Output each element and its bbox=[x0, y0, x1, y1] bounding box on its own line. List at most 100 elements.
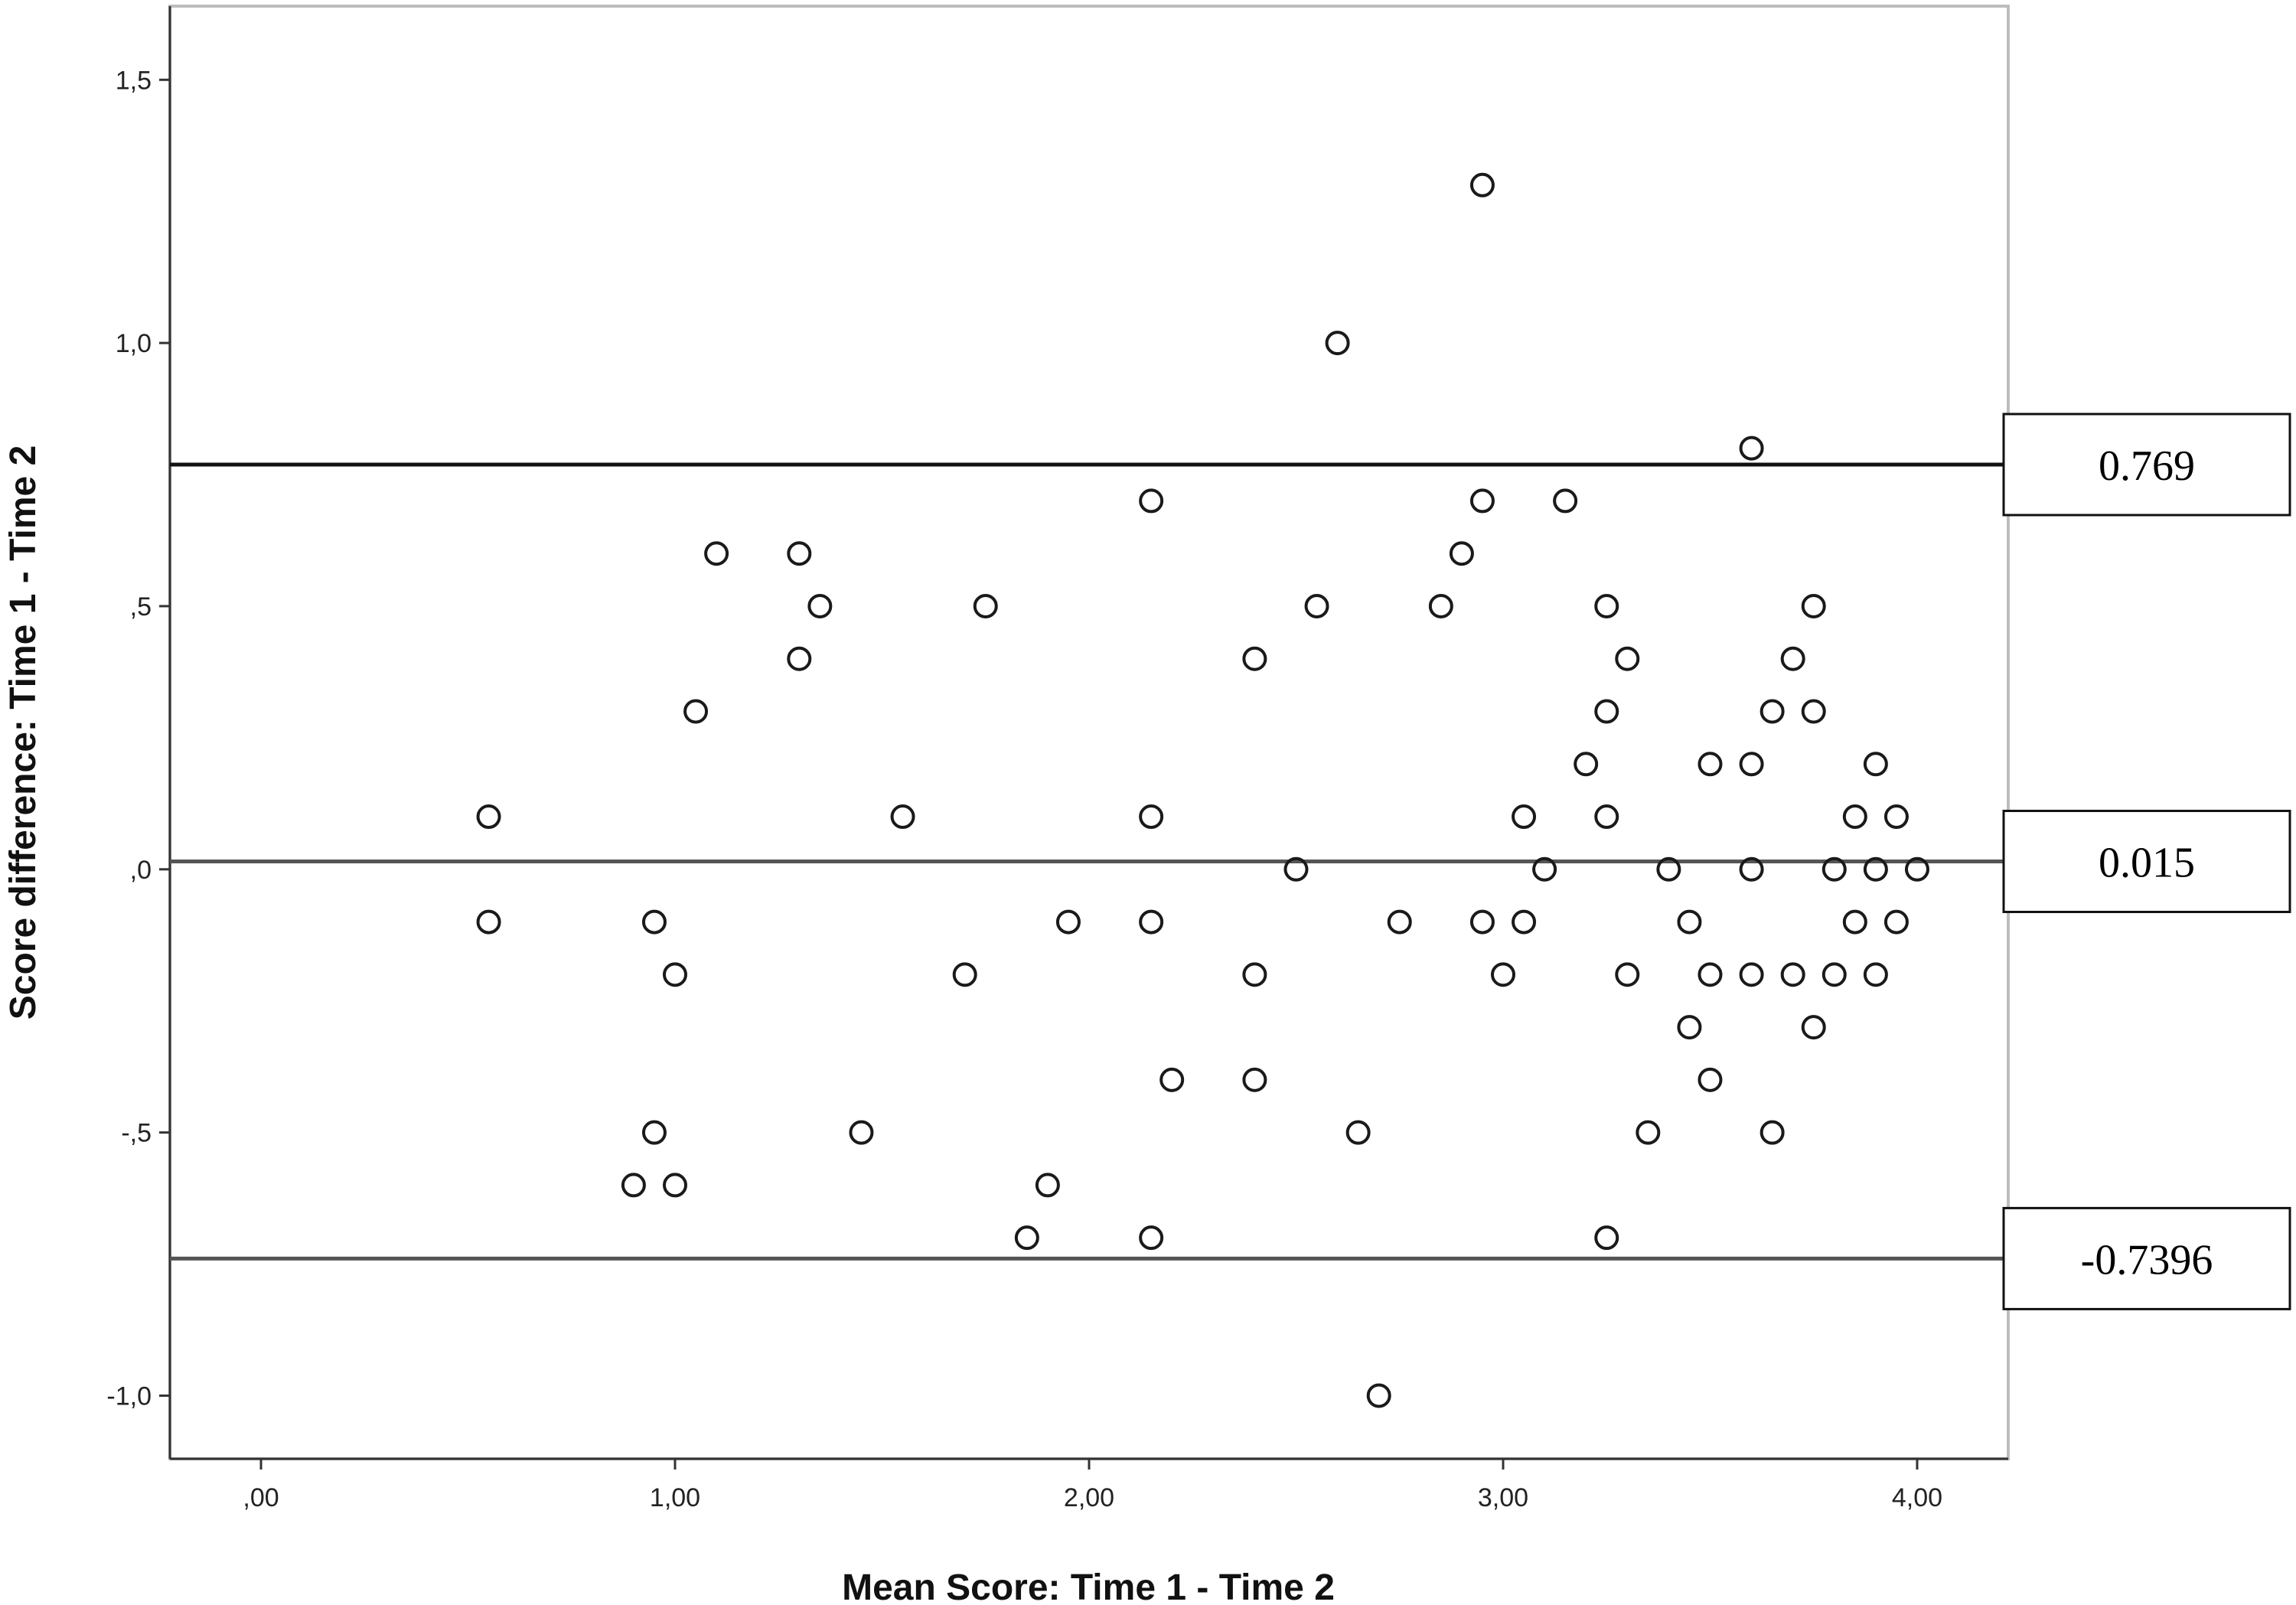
scatter-point bbox=[1615, 962, 1640, 987]
scatter-point bbox=[1242, 962, 1267, 987]
scatter-point bbox=[1242, 1067, 1267, 1092]
scatter-point bbox=[787, 541, 812, 566]
scatter-point bbox=[1904, 856, 1929, 882]
scatter-point bbox=[1780, 646, 1805, 671]
scatter-point bbox=[1863, 856, 1888, 882]
scatter-point bbox=[787, 646, 812, 671]
scatter-point bbox=[1594, 699, 1619, 724]
scatter-point bbox=[1760, 699, 1785, 724]
scatter-point bbox=[1739, 856, 1764, 882]
reference-label: 0.769 bbox=[2099, 442, 2195, 490]
scatter-point bbox=[1469, 488, 1495, 514]
scatter-point bbox=[1594, 804, 1619, 830]
scatter-point bbox=[1035, 1173, 1060, 1198]
scatter-point bbox=[1139, 1225, 1164, 1251]
scatter-point bbox=[1821, 856, 1847, 882]
scatter-point bbox=[476, 909, 501, 935]
reference-label: 0.015 bbox=[2099, 839, 2195, 886]
scatter-point bbox=[1283, 856, 1309, 882]
scatter-point bbox=[1801, 593, 1826, 618]
scatter-point bbox=[663, 1173, 688, 1198]
scatter-point bbox=[973, 593, 998, 618]
scatter-point bbox=[663, 962, 688, 987]
y-tick-label: 1,5 bbox=[116, 66, 152, 95]
scatter-point bbox=[1387, 909, 1412, 935]
scatter-point bbox=[1739, 436, 1764, 461]
scatter-point bbox=[641, 1120, 667, 1145]
scatter-point bbox=[1801, 699, 1826, 724]
scatter-point bbox=[476, 804, 501, 830]
scatter-point bbox=[1553, 488, 1578, 514]
scatter-point bbox=[1469, 909, 1495, 935]
scatter-point bbox=[641, 909, 667, 935]
scatter-point bbox=[1677, 909, 1702, 935]
scatter-point bbox=[1863, 962, 1888, 987]
scatter-point bbox=[1139, 804, 1164, 830]
x-tick-label: 3,00 bbox=[1478, 1483, 1528, 1512]
scatter-point bbox=[704, 541, 729, 566]
scatter-point bbox=[1574, 752, 1599, 777]
x-tick-label: 1,00 bbox=[650, 1483, 700, 1512]
scatter-point bbox=[1883, 804, 1909, 830]
reference-label-box bbox=[2002, 1206, 2291, 1310]
scatter-point bbox=[1055, 909, 1081, 935]
scatter-point bbox=[1490, 962, 1515, 987]
scatter-point bbox=[807, 593, 833, 618]
scatter-point bbox=[952, 962, 977, 987]
reference-label-box bbox=[2002, 809, 2291, 913]
scatter-point bbox=[621, 1173, 646, 1198]
y-tick-label: 1,0 bbox=[116, 329, 152, 358]
scatter-point bbox=[1304, 593, 1329, 618]
scatter-point bbox=[1842, 804, 1867, 830]
scatter-point bbox=[1159, 1067, 1185, 1092]
scatter-point bbox=[1594, 1225, 1619, 1251]
scatter-point bbox=[1698, 752, 1723, 777]
scatter-point bbox=[683, 699, 709, 724]
scatter-point bbox=[890, 804, 915, 830]
scatter-point bbox=[1449, 541, 1474, 566]
scatter-point bbox=[1512, 909, 1537, 935]
y-tick-label: -,5 bbox=[121, 1119, 152, 1148]
scatter-point bbox=[1242, 646, 1267, 671]
scatter-point bbox=[1532, 856, 1557, 882]
scatter-point bbox=[1842, 909, 1867, 935]
scatter-point bbox=[1698, 1067, 1723, 1092]
scatter-points bbox=[476, 172, 1929, 1408]
reference-lines: 0.769 0.015 -0.7396 bbox=[170, 413, 2291, 1310]
scatter-point bbox=[1325, 331, 1350, 356]
scatter-point bbox=[1366, 1383, 1391, 1408]
y-tick-label: ,0 bbox=[130, 856, 152, 885]
scatter-point bbox=[1469, 172, 1495, 197]
scatter-point bbox=[1677, 1015, 1702, 1040]
scatter-point bbox=[1594, 593, 1619, 618]
scatter-point bbox=[1014, 1225, 1039, 1251]
scatter-point bbox=[1863, 752, 1888, 777]
scatter-point bbox=[1615, 646, 1640, 671]
y-tick-label: ,5 bbox=[130, 592, 152, 621]
scatter-point bbox=[1883, 909, 1909, 935]
y-axis-title: Score difference: Time 1 - Time 2 bbox=[3, 445, 44, 1020]
scatter-point bbox=[1698, 962, 1723, 987]
x-tick-label: 4,00 bbox=[1892, 1483, 1942, 1512]
plot-frame bbox=[168, 5, 2010, 1460]
scatter-point bbox=[1656, 856, 1681, 882]
x-axis-title: Mean Score: Time 1 - Time 2 bbox=[842, 1567, 1335, 1605]
scatter-point bbox=[849, 1120, 874, 1145]
scatter-point bbox=[1780, 962, 1805, 987]
scatter-point bbox=[1139, 909, 1164, 935]
scatter-point bbox=[1760, 1120, 1785, 1145]
scatter-point bbox=[1345, 1120, 1371, 1145]
scatter-point bbox=[1512, 804, 1537, 830]
scatter-point bbox=[1801, 1015, 1826, 1040]
scatter-point bbox=[1821, 962, 1847, 987]
scatter-point bbox=[1636, 1120, 1661, 1145]
x-tick-label: ,00 bbox=[243, 1483, 279, 1512]
reference-label-box bbox=[2002, 413, 2291, 517]
y-axis-ticks: 1,5 1,0 ,5 ,0 -,5 -1,0 bbox=[106, 66, 170, 1411]
y-tick-label: -1,0 bbox=[106, 1382, 152, 1411]
reference-label: -0.7396 bbox=[2081, 1236, 2213, 1284]
x-tick-label: 2,00 bbox=[1064, 1483, 1114, 1512]
scatter-point bbox=[1139, 488, 1164, 514]
scatter-point bbox=[1739, 962, 1764, 987]
